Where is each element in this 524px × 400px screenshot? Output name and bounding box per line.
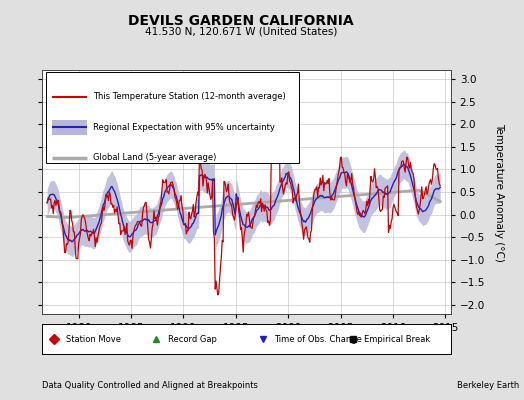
Text: Empirical Break: Empirical Break	[364, 334, 430, 344]
FancyBboxPatch shape	[52, 120, 87, 135]
Text: This Temperature Station (12-month average): This Temperature Station (12-month avera…	[93, 92, 286, 101]
Text: Data Quality Controlled and Aligned at Breakpoints: Data Quality Controlled and Aligned at B…	[42, 381, 258, 390]
Text: Global Land (5-year average): Global Land (5-year average)	[93, 153, 216, 162]
FancyBboxPatch shape	[46, 72, 299, 163]
Text: 41.530 N, 120.671 W (United States): 41.530 N, 120.671 W (United States)	[145, 26, 337, 36]
Text: Berkeley Earth: Berkeley Earth	[456, 381, 519, 390]
Text: Time of Obs. Change: Time of Obs. Change	[274, 334, 362, 344]
Text: Station Move: Station Move	[66, 334, 121, 344]
Y-axis label: Temperature Anomaly (°C): Temperature Anomaly (°C)	[495, 122, 505, 262]
Text: Regional Expectation with 95% uncertainty: Regional Expectation with 95% uncertaint…	[93, 123, 275, 132]
Text: DEVILS GARDEN CALIFORNIA: DEVILS GARDEN CALIFORNIA	[128, 14, 354, 28]
Text: Record Gap: Record Gap	[168, 334, 217, 344]
